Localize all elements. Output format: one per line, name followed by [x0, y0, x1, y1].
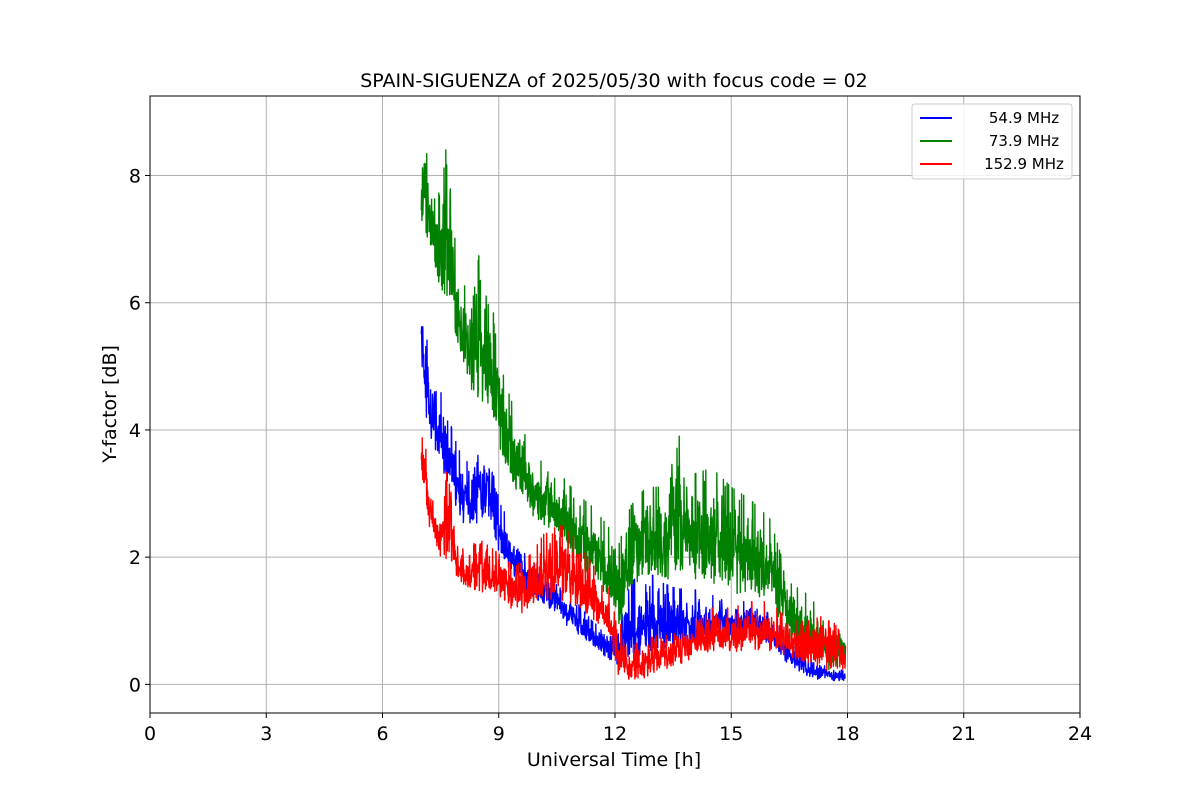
legend-label: 152.9 MHz [984, 155, 1064, 173]
y-axis: 0 2 4 6 8 [129, 166, 150, 696]
legend-box [911, 103, 1073, 180]
x-tick-label: 3 [260, 723, 272, 745]
legend-label: 54.9 MHz [989, 109, 1059, 127]
y-tick-label: 0 [129, 674, 141, 696]
y-tick-label: 6 [129, 293, 141, 315]
y-axis-title: Y-factor [dB] [99, 345, 121, 464]
x-axis: 0 3 6 9 12 15 18 21 24 [144, 713, 1092, 745]
x-tick-label: 12 [603, 723, 627, 745]
x-tick-label: 24 [1068, 723, 1092, 745]
chart-title: SPAIN-SIGUENZA of 2025/05/30 with focus … [360, 70, 868, 92]
legend-label: 73.9 MHz [989, 132, 1059, 150]
y-tick-label: 4 [129, 420, 141, 442]
x-tick-label: 0 [144, 723, 156, 745]
x-tick-label: 18 [835, 723, 859, 745]
y-tick-label: 8 [129, 166, 141, 188]
series-line-2 [420, 149, 846, 671]
legend: 54.9 MHz 73.9 MHz 152.9 MHz [911, 103, 1073, 180]
x-axis-title: Universal Time [h] [527, 749, 701, 771]
x-tick-label: 21 [952, 723, 976, 745]
x-tick-label: 15 [719, 723, 743, 745]
y-tick-label: 2 [129, 547, 141, 569]
x-tick-label: 9 [493, 723, 505, 745]
series-line-3 [420, 437, 847, 680]
series-layer [420, 149, 847, 682]
x-tick-label: 6 [376, 723, 388, 745]
